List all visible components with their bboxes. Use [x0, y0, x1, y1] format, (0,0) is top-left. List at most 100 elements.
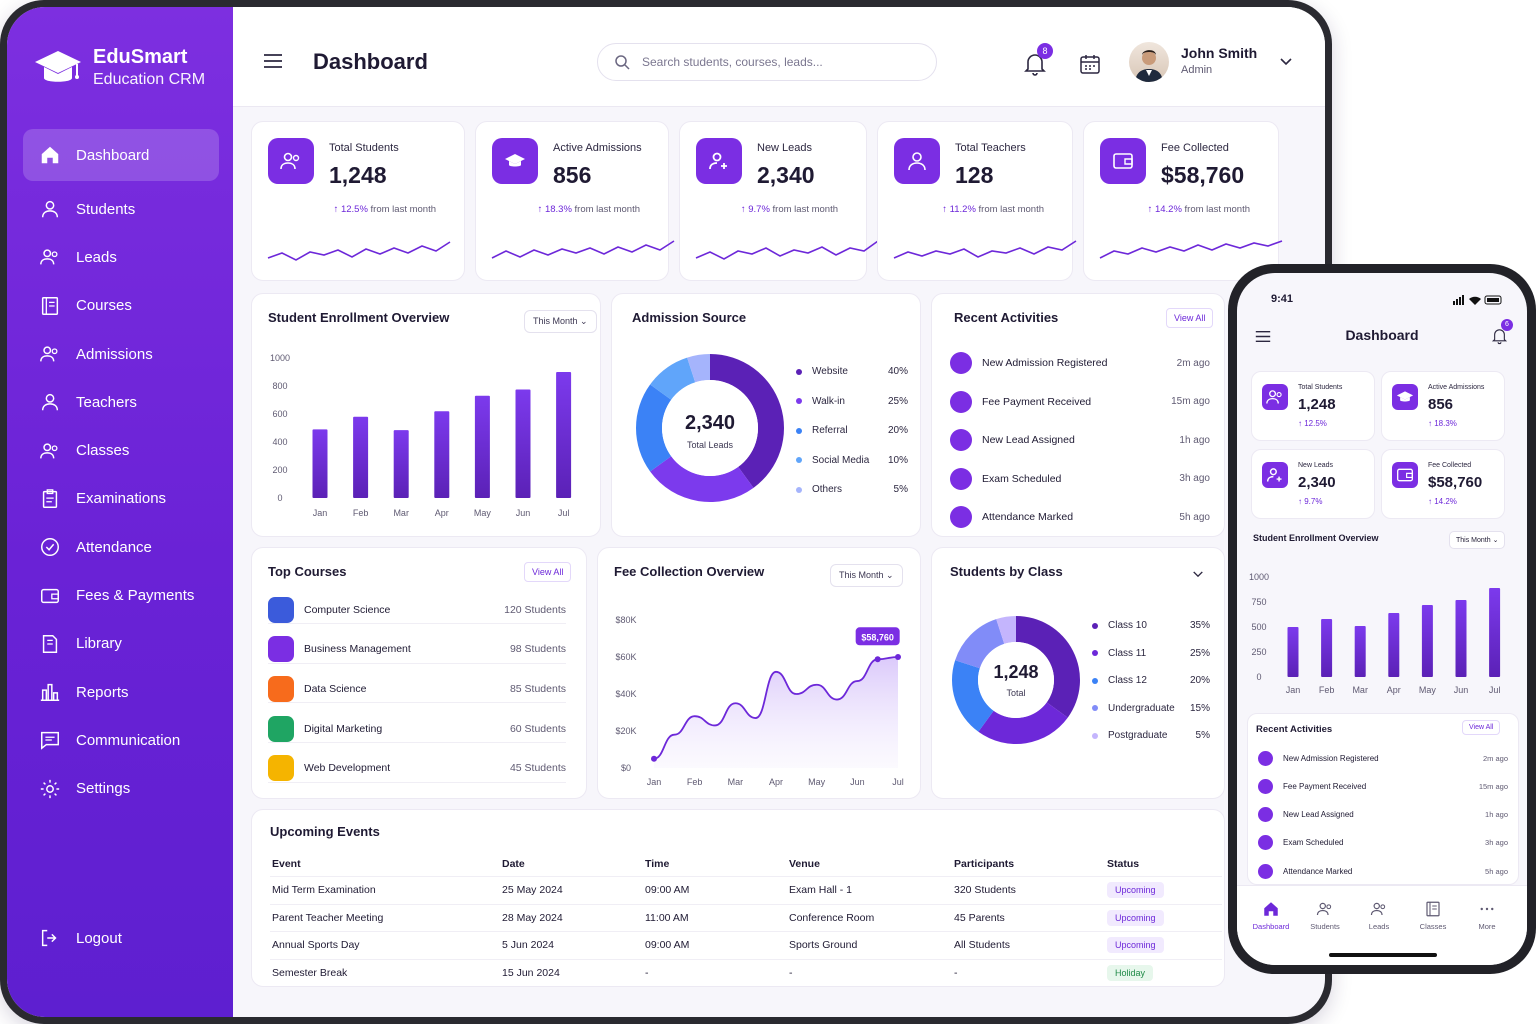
user-plus-icon: [1266, 468, 1282, 482]
sidebar-item-reports[interactable]: Reports: [23, 668, 219, 716]
sidebar-item-label: Admissions: [76, 345, 153, 363]
stat-value: 1,248: [1298, 396, 1336, 413]
course-item[interactable]: Digital Marketing 60 Students: [268, 715, 566, 744]
activity-item[interactable]: Exam Scheduled 3h ago: [1258, 835, 1508, 851]
phone-stat-card[interactable]: Active Admissions 856 ↑ 18.3%: [1381, 371, 1505, 441]
tab-leads[interactable]: Leads: [1349, 900, 1409, 931]
tab-classes[interactable]: Classes: [1403, 900, 1463, 931]
chevron-down-icon[interactable]: [1279, 57, 1293, 67]
chevron-down-icon[interactable]: [1192, 570, 1204, 579]
course-item[interactable]: Business Management 98 Students: [268, 636, 566, 664]
logout-label: Logout: [76, 929, 122, 947]
activity-icon: [950, 390, 972, 413]
sidebar-item-attendance[interactable]: Attendance: [23, 523, 219, 571]
activity-text: Attendance Marked: [982, 511, 1074, 523]
stat-value: 856: [553, 162, 592, 188]
course-item[interactable]: Computer Science 120 Students: [268, 596, 566, 624]
sidebar-item-leads[interactable]: Leads: [23, 233, 219, 281]
sidebar-item-courses[interactable]: Courses: [23, 282, 219, 330]
menu-icon[interactable]: [263, 53, 283, 69]
table-row[interactable]: Semester Break 15 Jun 2024- - - Holiday: [270, 958, 1222, 987]
bell-icon[interactable]: [1491, 327, 1508, 345]
sidebar-item-label: Examinations: [76, 490, 167, 508]
fee-filter-dropdown[interactable]: This Month ⌄: [830, 564, 903, 587]
bar-mar: [393, 430, 409, 498]
user-name[interactable]: John Smith: [1181, 45, 1258, 61]
tab-more[interactable]: More: [1457, 900, 1517, 931]
brand-name: EduSmart: [93, 46, 188, 68]
stat-card-total-teachers[interactable]: Total Teachers 128 ↑ 11.2% from last month: [877, 121, 1077, 281]
courses-view-all-button[interactable]: View All: [524, 562, 572, 582]
table-cell: All Students: [952, 931, 1105, 959]
activity-item[interactable]: Attendance Marked 5h ago: [950, 506, 1210, 528]
legend-dot: [1092, 705, 1098, 711]
course-item[interactable]: Web Development 45 Students: [268, 755, 566, 783]
table-row[interactable]: Annual Sports Day 5 Jun 2024 09:00 AM Sport…: [270, 931, 1222, 959]
phone-stat-card[interactable]: Total Students 1,248 ↑ 12.5%: [1251, 371, 1375, 441]
phone-view-all-button[interactable]: View All: [1462, 720, 1501, 735]
activity-icon: [1258, 807, 1273, 823]
menu-icon[interactable]: [1255, 330, 1271, 343]
avatar[interactable]: [1129, 42, 1169, 82]
y-tick-label: 0: [277, 493, 282, 503]
phone-stat-card[interactable]: Fee Collected $58,760 ↑ 14.2%: [1381, 449, 1505, 519]
stat-change-suffix: from last month: [574, 204, 640, 215]
table-row[interactable]: Mid Term Examination 25 May 2024 09:00 AM E…: [270, 876, 1222, 904]
x-tick-label: Jul: [558, 508, 570, 518]
legend-value: 10%: [887, 454, 908, 466]
column-header: Venue: [789, 858, 820, 870]
legend-value: 25%: [887, 395, 908, 407]
activity-item[interactable]: New Lead Assigned 1h ago: [1258, 807, 1508, 823]
legend-value: 25%: [1189, 647, 1210, 659]
activity-item[interactable]: Exam Scheduled 3h ago: [950, 467, 1210, 490]
activity-text: Exam Scheduled: [982, 472, 1062, 485]
sidebar-item-classes[interactable]: Classes: [23, 426, 219, 474]
table-cell: Annual Sports Day: [270, 931, 500, 959]
activities-view-all-button[interactable]: View All: [1166, 308, 1214, 328]
activity-item[interactable]: Fee Payment Received 15m ago: [950, 390, 1210, 413]
course-count: 60 Students: [509, 722, 566, 735]
phone-enrollment-filter[interactable]: This Month ⌄: [1449, 531, 1506, 549]
stat-card-fee-collected[interactable]: Fee Collected $58,760 ↑ 14.2% from last mo…: [1083, 121, 1283, 281]
course-item[interactable]: Data Science 85 Students: [268, 675, 566, 704]
sidebar-item-students[interactable]: Students: [23, 185, 219, 233]
activity-item[interactable]: Fee Payment Received 15m ago: [1258, 778, 1508, 794]
table-row[interactable]: Parent Teacher Meeting 28 May 2024 11:00 A…: [270, 903, 1222, 932]
sidebar-item-settings[interactable]: Settings: [23, 765, 219, 813]
sidebar-item-admissions[interactable]: Admissions: [23, 330, 219, 378]
sidebar-item-teachers[interactable]: Teachers: [23, 378, 219, 426]
activity-item[interactable]: New Admission Registered 2m ago: [950, 352, 1210, 374]
activity-icon: [1258, 778, 1273, 794]
search-input[interactable]: Search students, courses, leads...: [597, 43, 937, 81]
course-name: Digital Marketing: [304, 722, 383, 735]
bar-apr: [1388, 613, 1400, 677]
stat-card-active-admissions[interactable]: Active Admissions 856 ↑ 18.3% from last mo…: [475, 121, 675, 281]
phone-stat-card[interactable]: New Leads 2,340 ↑ 9.7%: [1251, 449, 1375, 519]
graduation-cap-icon: [505, 154, 525, 167]
enrollment-filter-dropdown[interactable]: This Month ⌄: [524, 310, 597, 333]
legend-label: Social Media: [812, 454, 870, 466]
activity-item[interactable]: New Admission Registered 2m ago: [1258, 750, 1508, 766]
students-by-class-card: Students by Class 1,248 Total Class 10 35…: [931, 547, 1225, 799]
class-center-value: 1,248: [993, 662, 1039, 682]
calendar-icon[interactable]: [1079, 53, 1101, 75]
activity-text: Attendance Marked: [1283, 866, 1353, 876]
activity-text: Fee Payment Received: [1283, 781, 1367, 791]
sidebar-item-library[interactable]: Library: [23, 620, 219, 668]
logout-button[interactable]: Logout: [39, 927, 122, 949]
page-title: Dashboard: [313, 49, 428, 74]
tab-students[interactable]: Students: [1295, 900, 1355, 931]
stat-label: Active Admissions: [553, 142, 642, 154]
enrollment-card: Student Enrollment Overview This Month ⌄…: [251, 293, 601, 537]
legend-label: Website: [812, 366, 848, 377]
stat-card-total-students[interactable]: Total Students 1,248 ↑ 12.5% from last mon…: [251, 121, 465, 281]
activity-item[interactable]: Attendance Marked 5h ago: [1258, 863, 1508, 879]
users-icon: [1316, 902, 1332, 916]
activity-item[interactable]: New Lead Assigned 1h ago: [950, 429, 1210, 451]
sidebar-item-fees-payments[interactable]: Fees & Payments: [23, 571, 219, 619]
sidebar-item-communication[interactable]: Communication: [23, 716, 219, 764]
sidebar-item-examinations[interactable]: Examinations: [23, 475, 219, 523]
tab-dashboard[interactable]: Dashboard: [1241, 900, 1301, 931]
sidebar-item-dashboard[interactable]: Dashboard: [23, 129, 219, 181]
stat-card-new-leads[interactable]: New Leads 2,340 ↑ 9.7% from last month: [679, 121, 879, 281]
